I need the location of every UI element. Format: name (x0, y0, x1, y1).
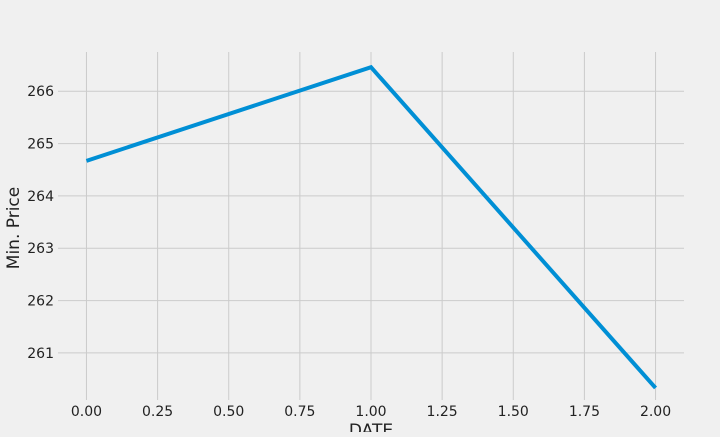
y-tick-label: 261 (27, 346, 54, 362)
series-group (85, 64, 658, 390)
x-axis-label: DATE (349, 421, 393, 432)
x-tick-label: 0.00 (71, 404, 102, 420)
x-tick-label: 2.00 (640, 404, 671, 420)
x-tick-labels: 0.00 0.25 0.50 0.75 1.00 1.25 1.50 1.75 2.00 (71, 404, 671, 420)
y-tick-label: 266 (27, 84, 54, 100)
x-tick-label: 1.50 (498, 404, 529, 420)
y-grid (58, 90, 684, 354)
y-tick-label: 265 (27, 137, 54, 153)
x-tick-label: 1.25 (427, 404, 458, 420)
y-axis-label: Min. Price (4, 187, 24, 269)
series-line (85, 64, 658, 390)
x-tick-label: 0.50 (213, 404, 244, 420)
y-tick-labels: 261 262 263 264 265 266 (27, 84, 54, 362)
y-tick-label: 264 (27, 189, 54, 205)
x-tick-label: 0.25 (142, 404, 173, 420)
y-tick-label: 263 (27, 241, 54, 257)
x-tick-label: 1.00 (355, 404, 386, 420)
x-tick-label: 0.75 (284, 404, 315, 420)
x-tick-label: 1.75 (569, 404, 600, 420)
y-tick-label: 262 (27, 294, 54, 310)
x-grid (85, 52, 657, 400)
